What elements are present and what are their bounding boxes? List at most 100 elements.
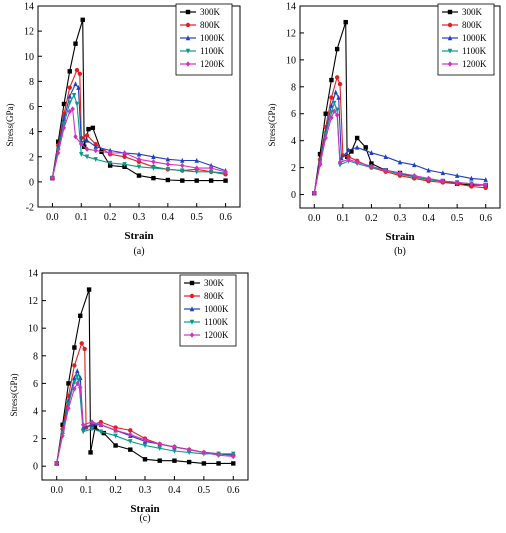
series-line-1200K: [51, 108, 226, 179]
data-point: [113, 427, 118, 434]
legend-swatch-marker: [189, 306, 195, 312]
x-tick-label: 0.5: [190, 212, 203, 223]
legend-swatch-marker: [185, 22, 191, 28]
data-point: [194, 178, 199, 183]
legend-label: 1200K: [462, 59, 487, 69]
data-point: [128, 447, 133, 452]
data-point: [208, 169, 214, 175]
data-point: [332, 100, 337, 106]
legend-swatch-marker: [447, 9, 453, 15]
legend-label: 300K: [204, 278, 225, 288]
y-tick-label: 2: [33, 434, 38, 445]
data-point: [50, 175, 55, 181]
y-tick-label: 6: [291, 109, 296, 120]
data-point: [354, 135, 360, 141]
data-point: [333, 89, 338, 95]
data-point: [142, 443, 148, 449]
data-point: [412, 172, 417, 179]
data-point: [74, 67, 80, 73]
data-point: [60, 422, 65, 427]
data-point: [346, 147, 351, 153]
data-point: [79, 141, 84, 147]
data-point: [98, 419, 104, 425]
data-point: [93, 144, 98, 149]
data-point: [75, 380, 80, 387]
y-tick-label: 4: [33, 407, 38, 418]
series-300K: [54, 287, 236, 466]
data-point: [216, 452, 221, 458]
data-point: [70, 106, 75, 112]
data-point: [208, 162, 214, 168]
data-point: [82, 346, 87, 352]
panel-3: 0.0 0.1 0.2 0.3 0.4 0.5 0.6 0 2 4 6 8 10 12 14 Strain St…: [9, 269, 249, 524]
data-point: [165, 177, 171, 183]
x-tick-label: 0.1: [75, 212, 88, 223]
x-tick-label: 0.5: [198, 485, 211, 496]
data-point: [92, 425, 98, 430]
data-point: [194, 165, 199, 171]
data-point: [426, 167, 431, 173]
data-point: [81, 422, 86, 428]
data-point: [151, 165, 156, 171]
data-point: [201, 461, 207, 466]
legend-label: 1100K: [204, 317, 229, 327]
x-axis-title: Strain: [124, 230, 153, 242]
data-point: [113, 425, 118, 430]
y-tick-label: 8: [33, 351, 38, 362]
data-point: [469, 175, 474, 181]
data-point: [72, 379, 77, 385]
legend-label: 1000K: [200, 33, 225, 43]
data-point: [194, 169, 199, 175]
series-line-1200K: [56, 382, 234, 464]
y-tick-label: 2: [29, 152, 34, 163]
legend: 300K 800K 1000K 1100K 1200K: [437, 3, 495, 76]
data-point: [72, 363, 77, 368]
data-point: [77, 71, 83, 77]
data-point: [128, 439, 133, 445]
data-point: [84, 133, 90, 138]
x-tick-label: 0.1: [80, 485, 93, 496]
data-point: [231, 453, 236, 460]
data-point: [216, 461, 221, 466]
data-point: [79, 341, 84, 346]
data-point: [78, 313, 83, 318]
data-point: [75, 368, 80, 374]
panel-caption: (b): [394, 246, 406, 257]
data-point: [231, 461, 236, 466]
series-1000K: [312, 89, 488, 196]
y-tick-label: 14: [24, 2, 34, 13]
series-line-1200K: [313, 110, 486, 194]
data-point: [186, 450, 192, 456]
data-point: [165, 167, 171, 173]
data-point: [337, 162, 343, 168]
x-tick-label: 0.6: [219, 212, 232, 223]
data-point: [89, 426, 95, 432]
data-point: [454, 179, 460, 186]
data-point: [93, 147, 98, 154]
data-point: [84, 154, 90, 160]
legend-label: 800K: [462, 20, 483, 30]
y-tick-label: 0: [29, 177, 34, 188]
y-tick-label: 0: [291, 190, 296, 201]
x-tick-label: 0.0: [46, 212, 59, 223]
data-point: [312, 190, 317, 196]
panel-2: 0.0 0.1 0.2 0.3 0.4 0.5 0.6 0 2 4 6 8 10 12 14 Strain St…: [267, 2, 501, 257]
data-point: [397, 170, 403, 176]
legend-swatch-marker: [189, 332, 195, 338]
y-tick-label: 10: [286, 55, 296, 66]
data-point: [383, 167, 388, 173]
legend: 300K 800K 1000K 1100K 1200K: [175, 3, 233, 76]
series-line-1000K: [313, 91, 486, 194]
data-point: [483, 177, 488, 182]
legend-label: 1100K: [462, 46, 487, 56]
data-point: [136, 151, 142, 157]
panel-caption: (c): [139, 513, 150, 524]
y-axis-title: Stress(GPa): [5, 104, 15, 147]
data-point: [88, 450, 93, 455]
data-point: [369, 150, 374, 155]
legend-label: 800K: [200, 20, 221, 30]
data-point: [334, 46, 340, 52]
data-point: [136, 164, 142, 170]
x-tick-label: 0.3: [139, 485, 152, 496]
